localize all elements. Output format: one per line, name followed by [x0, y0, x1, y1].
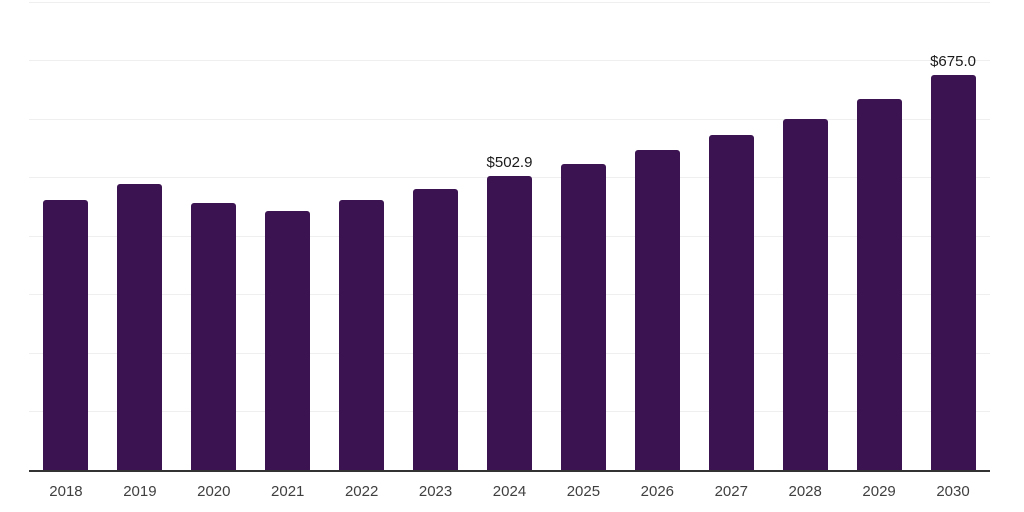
value-label-2024: $502.9: [486, 153, 533, 171]
x-tick-2024: 2024: [492, 483, 527, 500]
x-tick-2026: 2026: [640, 483, 675, 500]
x-tick-2030: 2030: [936, 483, 970, 500]
bar-slot-2030: $675.0: [916, 2, 990, 470]
bar-2029: [856, 99, 902, 470]
x-axis-line: [29, 470, 990, 472]
x-tick-2018: 2018: [49, 483, 83, 500]
bar-slot-2023: [399, 2, 473, 470]
x-tick-2021: 2021: [271, 483, 305, 500]
bar-2022: [339, 200, 385, 470]
bar-slot-2019: [103, 2, 177, 470]
bar-slot-2026: [620, 2, 694, 470]
gridline-600: [29, 118, 990, 120]
x-tick-2023: 2023: [418, 483, 453, 500]
bar-2030: [930, 75, 976, 470]
bar-2019: [117, 183, 163, 470]
x-tick-2025: 2025: [566, 483, 601, 500]
bar-2020: [191, 203, 237, 470]
bar-2026: [634, 150, 680, 470]
x-tick-2028: 2028: [788, 483, 822, 500]
gridline-700: [29, 60, 990, 61]
x-tick-2022: 2022: [344, 483, 379, 500]
bar-slot-2021: [251, 2, 325, 470]
bar-slot-2028: [768, 2, 842, 470]
bar-2025: [560, 164, 606, 470]
gridline-800: [29, 1, 990, 3]
bar-2021: [265, 211, 311, 470]
bar-2023: [413, 189, 459, 470]
bar-series: $502.9 $675.0: [29, 2, 990, 470]
bar-slot-2029: [842, 2, 916, 470]
bar-slot-2027: [694, 2, 768, 470]
bar-slot-2025: [546, 2, 620, 470]
bar-2024: [486, 175, 532, 470]
bar-2028: [782, 119, 828, 470]
x-tick-2020: 2020: [197, 483, 231, 500]
bar-slot-2024: $502.9: [473, 2, 547, 470]
bar-2027: [708, 134, 754, 470]
x-axis-labels: 2018 2019 2020 2021 2022 2023 2024 2025 2026 2027…: [29, 484, 990, 500]
x-tick-2027: 2027: [714, 483, 748, 500]
value-label-2030: $675.0: [930, 53, 976, 71]
bar-2018: [43, 200, 89, 470]
bar-slot-2020: [177, 2, 251, 470]
bar-slot-2018: [29, 2, 103, 470]
plot-area: $502.9 $675.0: [29, 1, 990, 470]
bar-slot-2022: [325, 2, 399, 470]
x-tick-2019: 2019: [123, 483, 157, 500]
x-tick-2029: 2029: [862, 483, 896, 500]
